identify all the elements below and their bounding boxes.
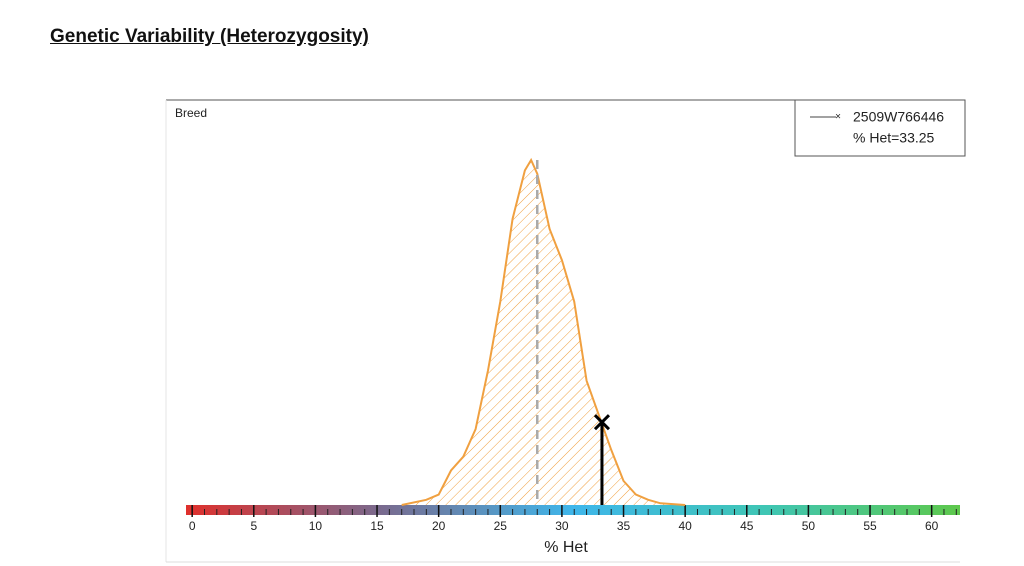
x-tick-label: 40 bbox=[678, 519, 692, 533]
page-title: Genetic Variability (Heterozygosity) bbox=[50, 26, 369, 47]
x-tick-label: 55 bbox=[863, 519, 877, 533]
x-tick-label: 10 bbox=[309, 519, 323, 533]
x-tick-label: 30 bbox=[555, 519, 569, 533]
legend-marker: × bbox=[835, 112, 841, 123]
density-area bbox=[401, 160, 686, 505]
density-curve bbox=[401, 157, 686, 506]
x-tick-label: 50 bbox=[802, 519, 816, 533]
x-tick-label: 5 bbox=[250, 519, 257, 533]
x-tick-label: 60 bbox=[925, 519, 939, 533]
legend-label: 2509W766446 bbox=[853, 109, 944, 125]
x-axis-label: % Het bbox=[544, 539, 588, 556]
x-tick-label: 45 bbox=[740, 519, 754, 533]
x-tick-label: 15 bbox=[370, 519, 384, 533]
panel-label: Breed bbox=[175, 106, 207, 120]
x-tick-label: 35 bbox=[617, 519, 631, 533]
color-bar bbox=[186, 505, 960, 515]
legend-box bbox=[794, 99, 966, 157]
x-tick-label: 25 bbox=[494, 519, 508, 533]
x-tick-label: 20 bbox=[432, 519, 446, 533]
legend-value: % Het=33.25 bbox=[853, 130, 935, 146]
x-tick-label: 0 bbox=[189, 519, 196, 533]
sample-marker bbox=[593, 414, 611, 431]
